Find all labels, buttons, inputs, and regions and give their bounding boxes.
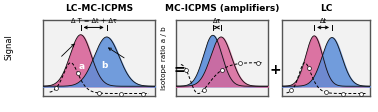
Text: Δτ: Δτ	[213, 17, 221, 24]
Text: a: a	[79, 62, 85, 71]
Text: Signal: Signal	[5, 34, 14, 60]
Text: =: =	[174, 63, 185, 77]
Text: b: b	[102, 61, 108, 70]
Text: Isotope ratio a / b: Isotope ratio a / b	[161, 26, 167, 90]
Text: MC-ICPMS (amplifiers): MC-ICPMS (amplifiers)	[165, 4, 279, 13]
Text: Δt: Δt	[319, 17, 327, 24]
Text: LC: LC	[320, 4, 332, 13]
Text: LC-MC-ICPMS: LC-MC-ICPMS	[65, 4, 133, 13]
Text: Δ T = Δt + Δτ: Δ T = Δt + Δτ	[71, 17, 116, 24]
Text: +: +	[269, 63, 281, 77]
